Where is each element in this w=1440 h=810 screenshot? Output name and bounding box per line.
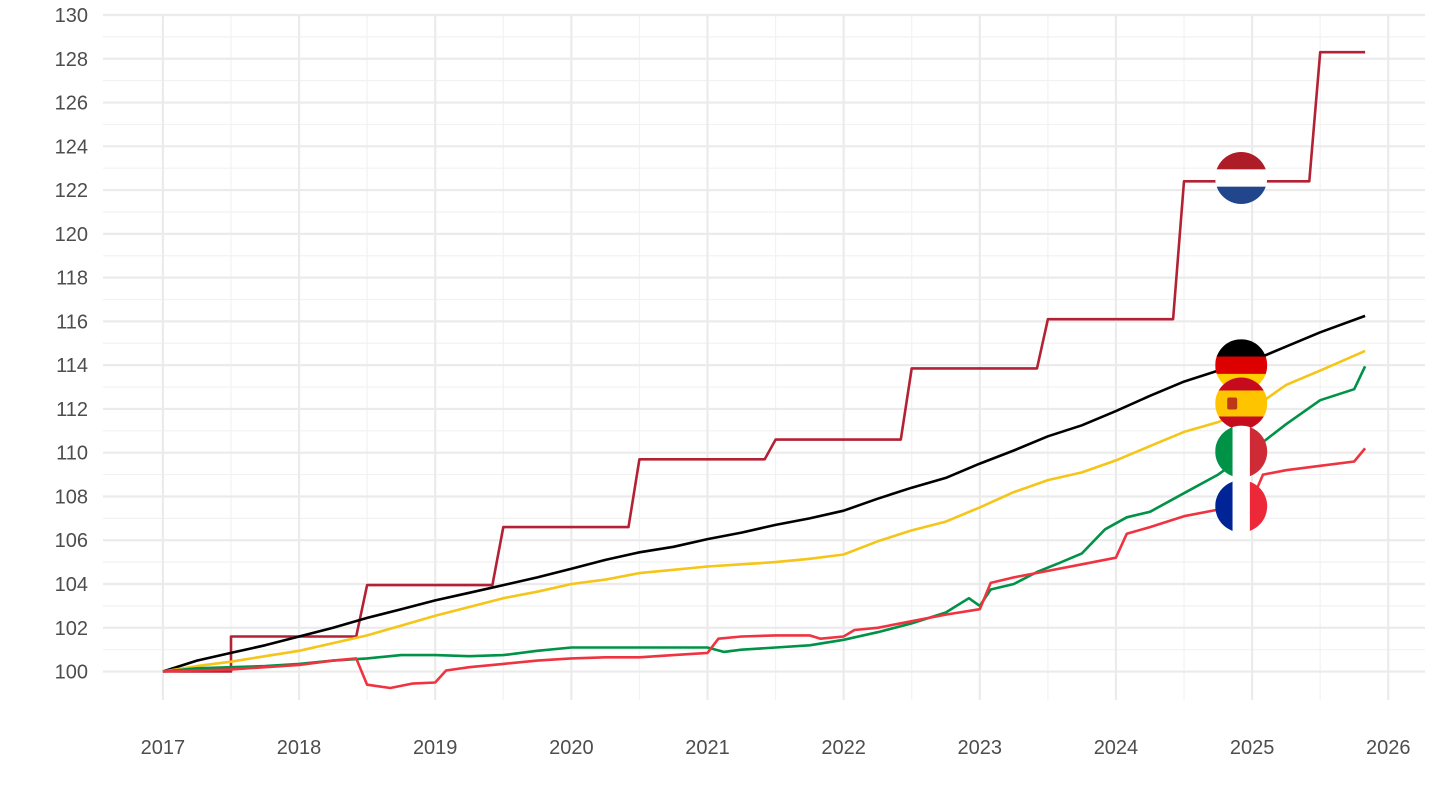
- y-tick-label: 114: [56, 355, 88, 377]
- y-tick-label: 124: [55, 136, 88, 158]
- y-tick-label: 130: [55, 5, 88, 27]
- series-line-italy: [162, 365, 1367, 673]
- y-tick-label: 110: [56, 443, 88, 465]
- flag-markers: [1215, 152, 1268, 533]
- y-tick-label: 106: [55, 530, 88, 552]
- y-tick-label: 116: [56, 311, 88, 333]
- x-tick-label: 2019: [413, 737, 458, 759]
- y-axis-tick-labels: 100 102 104 106 108 110 112 114 116 118 120 122 124 1…: [55, 5, 88, 684]
- series-line-spain: [162, 349, 1366, 673]
- x-tick-label: 2018: [277, 737, 322, 759]
- spain-flag-icon: [1215, 377, 1268, 430]
- netherlands-flag-icon: [1215, 152, 1268, 204]
- y-tick-label: 108: [55, 486, 88, 508]
- minor-gridlines: [103, 15, 1425, 700]
- x-axis-tick-labels: 2017 2018 2019 2020 2021 2022 2023 2024 2025 2026: [141, 737, 1411, 759]
- x-tick-label: 2017: [141, 737, 186, 759]
- x-tick-label: 2023: [958, 737, 1003, 759]
- series-line-germany: [162, 314, 1366, 673]
- y-tick-label: 128: [55, 49, 88, 71]
- series-line-netherlands: [162, 50, 1366, 673]
- y-tick-label: 104: [55, 574, 88, 596]
- x-tick-label: 2025: [1230, 737, 1275, 759]
- major-gridlines: [103, 13, 1425, 700]
- y-tick-label: 120: [55, 224, 88, 246]
- x-tick-label: 2026: [1366, 737, 1411, 759]
- italy-flag-icon: [1215, 425, 1268, 478]
- y-tick-label: 126: [55, 93, 88, 115]
- x-tick-label: 2024: [1094, 737, 1139, 759]
- y-tick-label: 118: [56, 268, 88, 290]
- france-flag-icon: [1215, 480, 1268, 533]
- y-tick-label: 102: [55, 618, 88, 640]
- y-tick-label: 100: [55, 662, 88, 684]
- y-tick-label: 122: [55, 180, 88, 202]
- series-line-france: [162, 447, 1367, 690]
- x-tick-label: 2020: [549, 737, 594, 759]
- x-tick-label: 2022: [821, 737, 866, 759]
- series-lines: [162, 50, 1367, 690]
- y-tick-label: 112: [56, 399, 88, 421]
- x-tick-label: 2021: [685, 737, 730, 759]
